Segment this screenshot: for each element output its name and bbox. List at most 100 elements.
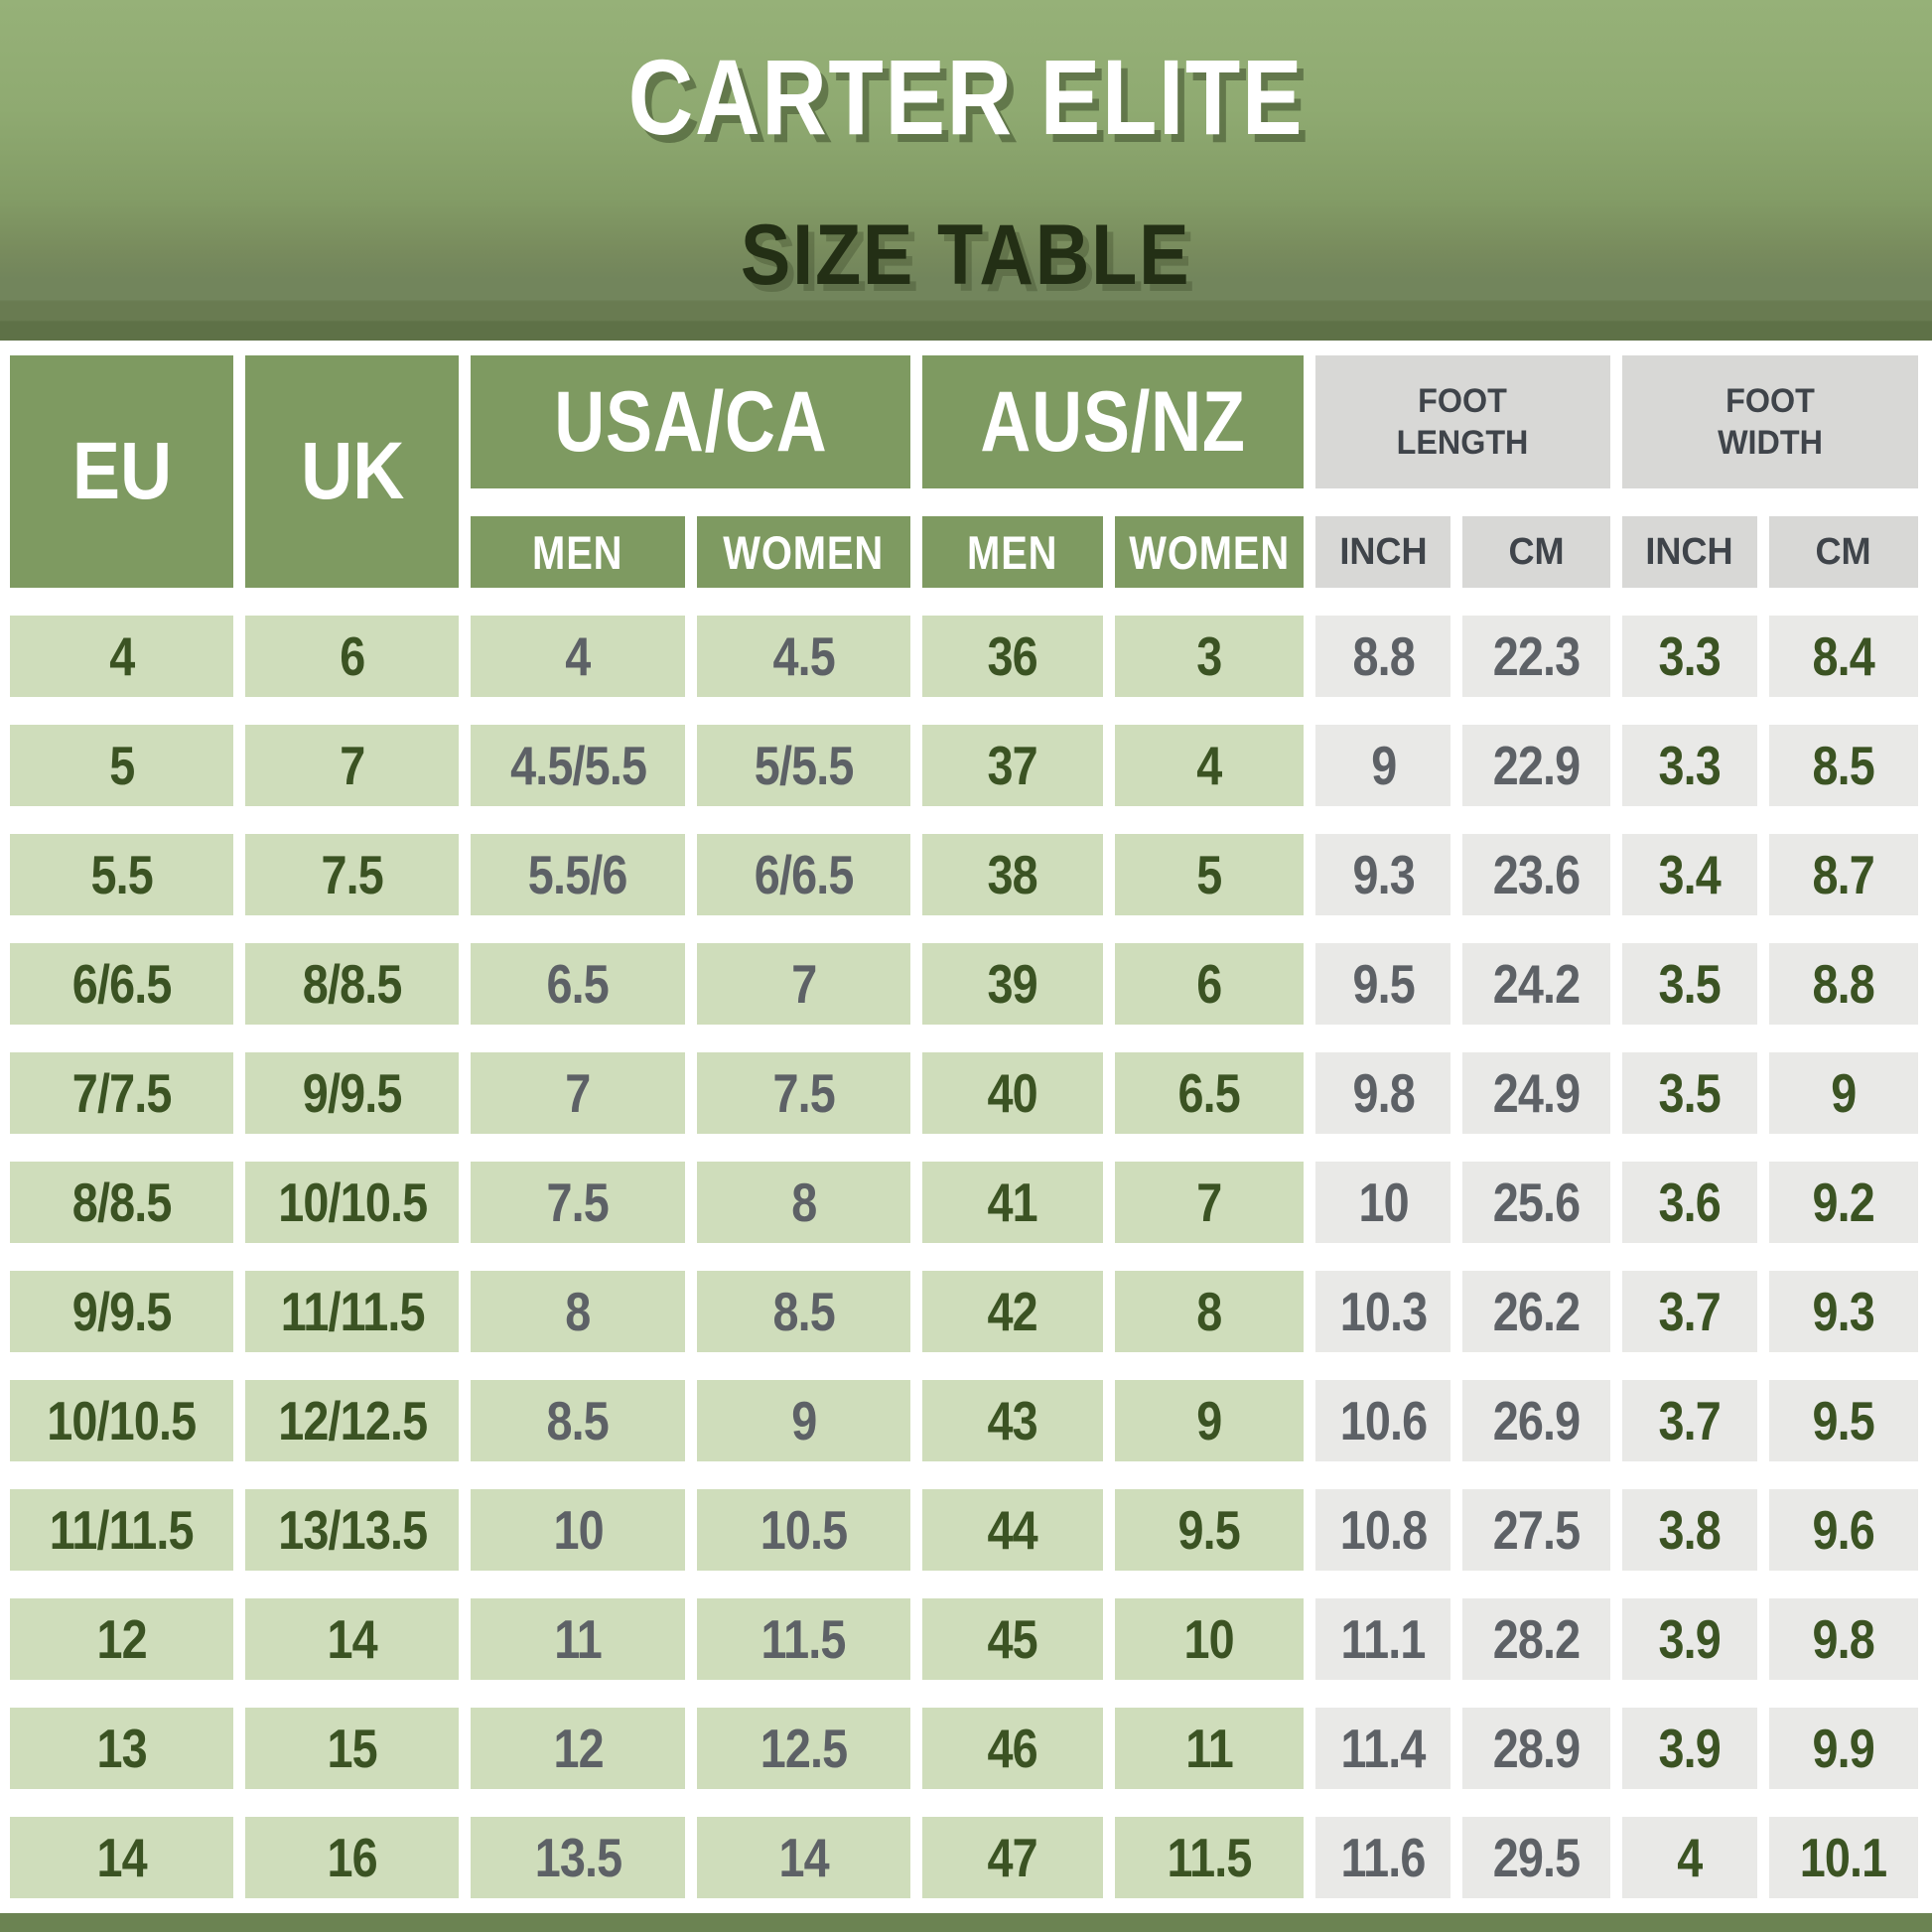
col-header-uk-label: UK: [300, 426, 404, 516]
cell-r4-c6: 6: [1114, 943, 1305, 1025]
cell-r2-c1: 5: [10, 725, 234, 806]
cell-r6-c3: 7.5: [471, 1162, 685, 1243]
cell-r7-c2: 11/11.5: [245, 1271, 460, 1352]
cell-r6-c6: 7: [1114, 1162, 1305, 1243]
cell-r1-c5: 36: [922, 616, 1103, 697]
cell-value: 9/9.5: [71, 1281, 173, 1342]
cell-r9-c7: 10.8: [1315, 1489, 1451, 1571]
cell-value: 10/10.5: [47, 1390, 198, 1451]
cell-r5-c9: 3.5: [1621, 1052, 1757, 1134]
cell-value: 8.7: [1812, 844, 1875, 905]
cell-r9-c9: 3.8: [1621, 1489, 1757, 1571]
cell-r5-c1: 7/7.5: [10, 1052, 234, 1134]
col-header-length-inch-label: INCH: [1339, 530, 1428, 573]
cell-r8-c3: 8.5: [471, 1380, 685, 1461]
cell-r7-c7: 10.3: [1315, 1271, 1451, 1352]
col-group-usa-ca-label: USA/CA: [554, 373, 828, 470]
cell-value: 8: [565, 1281, 592, 1342]
col-group-foot-length: FOOT LENGTH: [1315, 355, 1610, 488]
cell-value: 5: [109, 735, 135, 796]
cell-value: 26.2: [1492, 1281, 1581, 1342]
cell-value: 47: [987, 1827, 1038, 1888]
cell-value: 40: [987, 1062, 1038, 1124]
cell-value: 22.3: [1492, 625, 1581, 687]
cell-r3-c1: 5.5: [10, 834, 234, 915]
cell-value: 10: [1358, 1172, 1409, 1233]
cell-r7-c5: 42: [922, 1271, 1103, 1352]
cell-value: 10/10.5: [277, 1172, 428, 1233]
cell-value: 46: [987, 1718, 1038, 1779]
cell-value: 14: [327, 1608, 378, 1670]
cell-value: 7/7.5: [71, 1062, 173, 1124]
cell-r8-c2: 12/12.5: [245, 1380, 460, 1461]
cell-r3-c8: 23.6: [1462, 834, 1610, 915]
col-group-usa-ca: USA/CA: [471, 355, 911, 488]
cell-r6-c2: 10/10.5: [245, 1162, 460, 1243]
col-header-eu: EU: [10, 355, 234, 588]
cell-r6-c1: 8/8.5: [10, 1162, 234, 1243]
cell-r1-c8: 22.3: [1462, 616, 1610, 697]
cell-r10-c3: 11: [471, 1598, 685, 1680]
cell-r10-c5: 45: [922, 1598, 1103, 1680]
col-header-length-inch: INCH: [1315, 516, 1451, 588]
cell-r9-c6: 9.5: [1114, 1489, 1305, 1571]
cell-r11-c5: 46: [922, 1708, 1103, 1789]
cell-value: 10: [1183, 1608, 1235, 1670]
col-header-length-cm-label: CM: [1508, 530, 1565, 573]
cell-r7-c1: 9/9.5: [10, 1271, 234, 1352]
cell-r11-c4: 12.5: [696, 1708, 911, 1789]
cell-r3-c3: 5.5/6: [471, 834, 685, 915]
cell-r6-c4: 8: [696, 1162, 911, 1243]
cell-r7-c8: 26.2: [1462, 1271, 1610, 1352]
cell-value: 4: [109, 625, 135, 687]
cell-r12-c5: 47: [922, 1817, 1103, 1898]
cell-value: 8.5: [1812, 735, 1875, 796]
cell-value: 37: [987, 735, 1038, 796]
cell-value: 9.6: [1812, 1499, 1875, 1561]
cell-value: 41: [987, 1172, 1038, 1233]
cell-value: 11: [1185, 1718, 1234, 1779]
cell-value: 14: [96, 1827, 147, 1888]
cell-r11-c7: 11.4: [1315, 1708, 1451, 1789]
cell-r12-c8: 29.5: [1462, 1817, 1610, 1898]
size-table: USA/CA AUS/NZ EU UK FOOT LENGTH FOOT WID…: [10, 355, 1918, 1898]
cell-r3-c9: 3.4: [1621, 834, 1757, 915]
col-header-width-cm: CM: [1768, 516, 1918, 588]
cell-value: 11.5: [760, 1608, 847, 1670]
cell-value: 28.9: [1492, 1718, 1581, 1779]
cell-r6-c5: 41: [922, 1162, 1103, 1243]
cell-r5-c2: 9/9.5: [245, 1052, 460, 1134]
cell-value: 12.5: [759, 1718, 848, 1779]
cell-r11-c6: 11: [1114, 1708, 1305, 1789]
cell-r3-c5: 38: [922, 834, 1103, 915]
col-group-aus-nz-label: AUS/NZ: [980, 373, 1246, 470]
cell-value: 7: [340, 735, 365, 796]
cell-r1-c7: 8.8: [1315, 616, 1451, 697]
col-group-aus-nz: AUS/NZ: [922, 355, 1305, 488]
cell-value: 9.5: [1812, 1390, 1875, 1451]
cell-value: 3.4: [1658, 844, 1722, 905]
cell-r12-c9: 4: [1621, 1817, 1757, 1898]
cell-value: 28.2: [1492, 1608, 1581, 1670]
col-header-aus-men-label: MEN: [967, 525, 1058, 579]
cell-r11-c10: 9.9: [1768, 1708, 1918, 1789]
col-header-aus-women: WOMEN: [1114, 516, 1305, 588]
cell-value: 13: [96, 1718, 147, 1779]
cell-value: 4: [1677, 1827, 1703, 1888]
cell-value: 42: [987, 1281, 1038, 1342]
cell-r8-c5: 43: [922, 1380, 1103, 1461]
cell-r9-c1: 11/11.5: [10, 1489, 234, 1571]
cell-value: 9.2: [1812, 1172, 1875, 1233]
cell-value: 9: [790, 1390, 817, 1451]
cell-r8-c1: 10/10.5: [10, 1380, 234, 1461]
cell-r10-c9: 3.9: [1621, 1598, 1757, 1680]
col-header-width-cm-label: CM: [1815, 530, 1872, 573]
cell-value: 3.3: [1658, 735, 1722, 796]
cell-value: 4.5/5.5: [509, 735, 647, 796]
cell-value: 10.3: [1339, 1281, 1428, 1342]
cell-value: 3: [1196, 625, 1222, 687]
cell-value: 7.5: [321, 844, 384, 905]
cell-r6-c7: 10: [1315, 1162, 1451, 1243]
cell-value: 9: [1370, 735, 1397, 796]
cell-r7-c3: 8: [471, 1271, 685, 1352]
